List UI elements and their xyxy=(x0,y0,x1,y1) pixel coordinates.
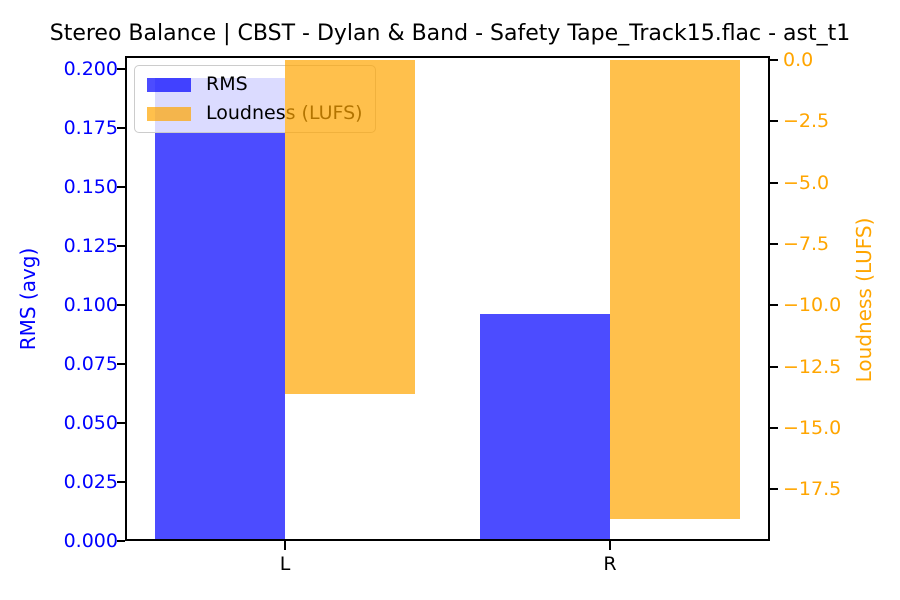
y-right-tick-label: −5.0 xyxy=(783,171,830,194)
y-right-tick-label: −17.5 xyxy=(783,478,842,501)
legend-label-rms: RMS xyxy=(206,73,248,95)
y-right-tick-mark xyxy=(770,181,778,184)
y-left-tick-label: 0.175 xyxy=(63,116,118,139)
legend-swatch-rms xyxy=(147,77,191,92)
y-left-tick-mark xyxy=(117,362,125,365)
y-right-tick-label: −7.5 xyxy=(783,233,830,255)
y-right-tick-mark xyxy=(770,243,778,245)
y-right-tick-mark xyxy=(770,304,778,307)
bar-rms-R xyxy=(480,314,610,541)
y-right-tick-label: −12.5 xyxy=(783,355,842,378)
y-left-tick-mark xyxy=(117,67,125,70)
y-left-tick-label: 0.075 xyxy=(63,352,118,375)
y-left-tick-label: 0.025 xyxy=(63,470,118,493)
y-axis-label-right: Loudness (LUFS) xyxy=(852,217,876,383)
bar-loudness-R xyxy=(610,59,740,519)
y-left-tick-mark xyxy=(117,540,125,542)
y-right-tick-mark xyxy=(770,120,778,123)
bar-loudness-L xyxy=(285,59,415,394)
y-right-tick-label: 0.0 xyxy=(783,48,814,71)
y-left-tick-mark xyxy=(117,185,125,188)
legend-item-rms: RMS xyxy=(147,74,363,95)
y-left-tick-label: 0.000 xyxy=(63,530,118,552)
y-left-tick-label: 0.125 xyxy=(63,234,118,257)
legend-swatch-loudness xyxy=(147,106,191,121)
x-tick-mark xyxy=(609,541,611,550)
x-tick-label: R xyxy=(603,553,617,575)
y-right-tick-mark xyxy=(770,488,778,491)
y-left-tick-mark xyxy=(117,303,125,306)
y-right-tick-label: −15.0 xyxy=(783,417,842,440)
y-right-tick-label: −10.0 xyxy=(783,294,842,317)
y-left-tick-mark xyxy=(117,244,125,247)
y-right-tick-mark xyxy=(770,427,778,430)
x-tick-label: L xyxy=(279,553,291,575)
y-right-tick-mark xyxy=(770,365,778,368)
y-left-tick-mark xyxy=(117,480,125,483)
bar-rms-L xyxy=(155,78,285,541)
chart-title: Stereo Balance | CBST - Dylan & Band - S… xyxy=(49,21,851,46)
x-tick-mark xyxy=(284,541,286,550)
y-left-tick-label: 0.150 xyxy=(63,175,118,198)
y-right-tick-label: −2.5 xyxy=(783,110,830,133)
y-left-tick-label: 0.200 xyxy=(63,57,118,80)
y-left-tick-mark xyxy=(117,126,125,129)
y-left-tick-mark xyxy=(117,421,125,424)
y-left-tick-label: 0.100 xyxy=(63,293,118,316)
y-right-tick-mark xyxy=(770,58,778,61)
y-left-tick-label: 0.050 xyxy=(63,411,118,434)
